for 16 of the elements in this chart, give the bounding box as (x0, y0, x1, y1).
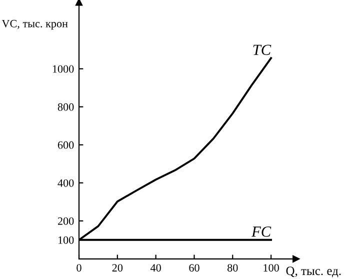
y-tick-label: 600 (58, 141, 74, 149)
x-tick-label: 0 (76, 264, 82, 272)
y-axis-title: VC, тыс. крон (2, 20, 68, 30)
x-tick-label: 60 (189, 264, 200, 272)
x-tick-label: 40 (150, 264, 161, 272)
x-tick-label: 100 (264, 264, 279, 272)
y-tick-label: 800 (58, 103, 74, 111)
y-tick-label: 400 (58, 179, 74, 187)
y-tick-label: 200 (58, 217, 74, 225)
x-tick-label: 20 (112, 264, 123, 272)
series-label: TC (253, 44, 272, 56)
x-axis-title: Q, тыс. ед. (286, 266, 341, 278)
series-label: FC (251, 226, 272, 237)
y-tick-label: 1000 (52, 65, 74, 73)
x-tick-label: 80 (228, 264, 238, 272)
y-tick-label: 100 (58, 236, 74, 244)
